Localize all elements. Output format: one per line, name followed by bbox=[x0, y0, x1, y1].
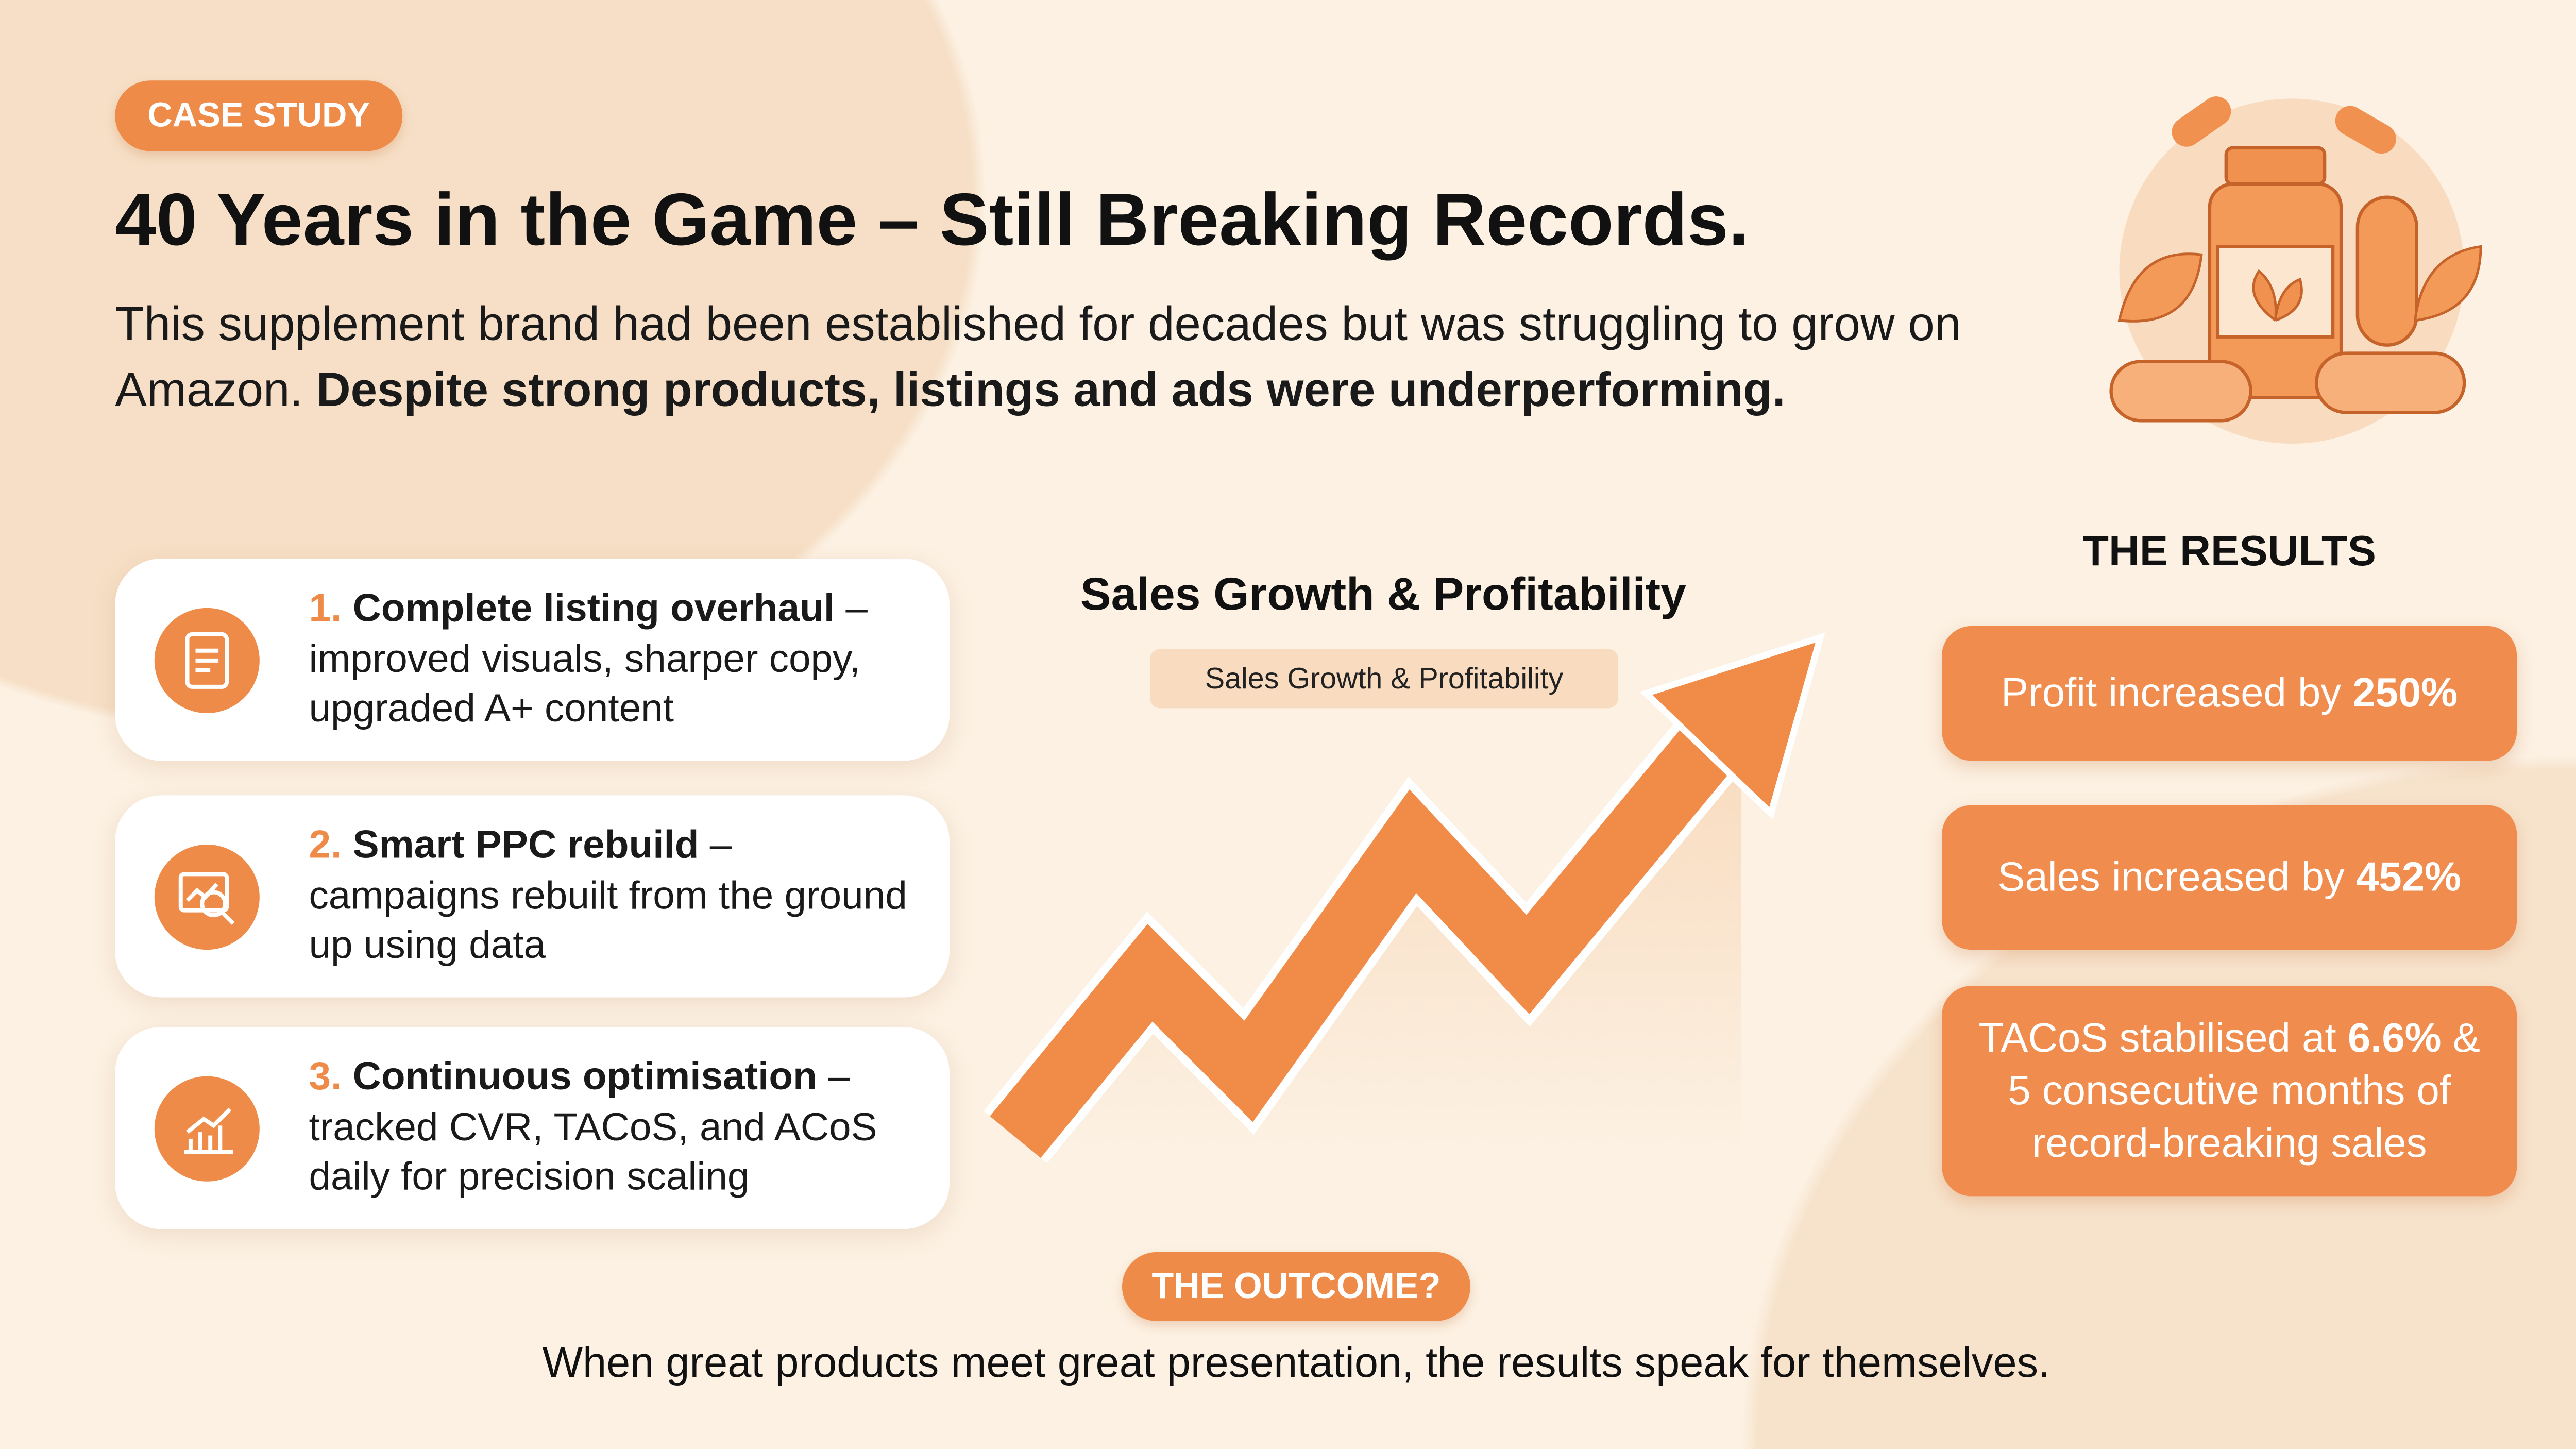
step-title: Complete listing overhaul bbox=[352, 586, 835, 631]
case-study-tag: CASE STUDY bbox=[115, 80, 403, 151]
result-text: TACoS stabilised at bbox=[1978, 1015, 2336, 1062]
step-text: – campaigns rebuilt from the ground up u… bbox=[309, 823, 907, 968]
step-title: Smart PPC rebuild bbox=[352, 823, 699, 868]
outcome-text: When great products meet great presentat… bbox=[542, 1337, 2050, 1387]
intro-bold: Despite strong products, listings and ad… bbox=[316, 364, 1786, 417]
result-box: Sales increased by 452% bbox=[1942, 805, 2517, 950]
graphic-title: Sales Growth & Profitability bbox=[1080, 568, 1686, 620]
result-value: 250% bbox=[2352, 670, 2458, 717]
intro: This supplement brand had been establish… bbox=[115, 293, 1988, 424]
result-box: TACoS stabilised at 6.6% & 5 consecutive… bbox=[1942, 986, 2517, 1197]
result-box: Profit increased by 250% bbox=[1942, 626, 2517, 761]
step-card: 3. Continuous optimisation – tracked CVR… bbox=[115, 1026, 950, 1229]
outcome-tag: THE OUTCOME? bbox=[1122, 1252, 1470, 1321]
step-text: – tracked CVR, TACoS, and ACoS daily for… bbox=[309, 1055, 877, 1200]
step-number: 1. bbox=[309, 586, 342, 631]
results-heading: THE RESULTS bbox=[2082, 526, 2376, 576]
title: 40 Years in the Game – Still Breaking Re… bbox=[115, 177, 1749, 262]
step-card: 2. Smart PPC rebuild – campaigns rebuilt… bbox=[115, 795, 950, 998]
intro-text: This supplement brand had been establish… bbox=[115, 299, 1961, 417]
result-text: Profit increased by bbox=[2001, 670, 2342, 717]
step-card: 1. Complete listing overhaul – improved … bbox=[115, 559, 950, 761]
supplement-illustration bbox=[2109, 96, 2482, 444]
step-title: Continuous optimisation bbox=[352, 1055, 817, 1100]
result-text: & 5 consecutive months of record-breakin… bbox=[2008, 1015, 2480, 1167]
graphic-label: Sales Growth & Profitability bbox=[1150, 649, 1618, 709]
ppc-icon bbox=[154, 845, 260, 950]
growth-arrow bbox=[984, 632, 1825, 1164]
step-number: 2. bbox=[309, 823, 342, 868]
step-number: 3. bbox=[309, 1055, 342, 1100]
result-value: 452% bbox=[2356, 854, 2461, 901]
result-text: Sales increased by bbox=[1997, 854, 2345, 901]
result-value: 6.6% bbox=[2347, 1015, 2442, 1062]
step-text: – improved visuals, sharper copy, upgrad… bbox=[309, 586, 868, 732]
listing-icon bbox=[154, 608, 260, 713]
optimisation-icon bbox=[154, 1076, 260, 1182]
